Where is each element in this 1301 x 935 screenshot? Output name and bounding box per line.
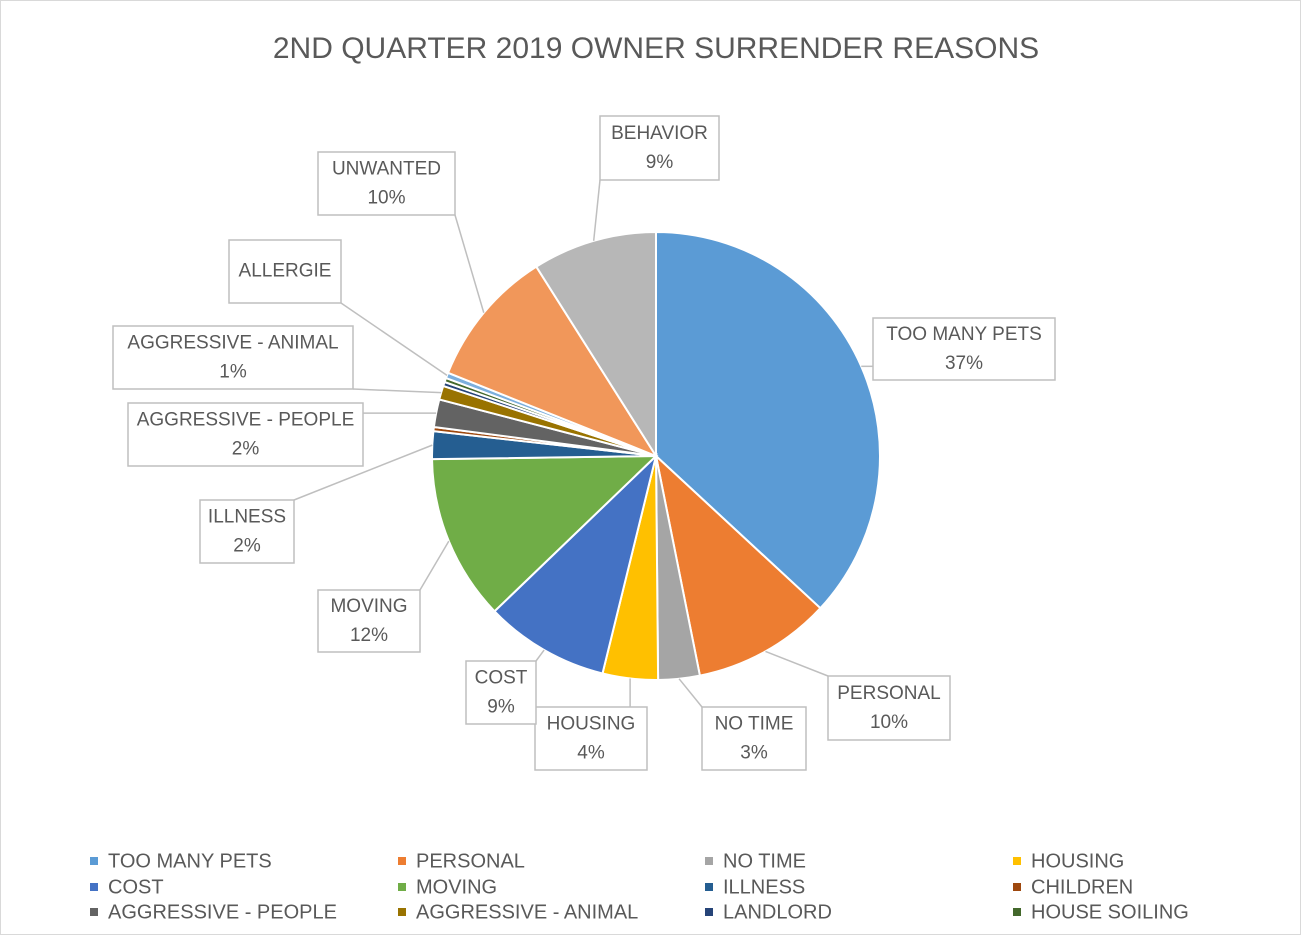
data-label-value: 2% — [233, 536, 261, 557]
data-label-name: AGGRESSIVE - ANIMAL — [127, 333, 338, 354]
legend-label: AGGRESSIVE - ANIMAL — [416, 901, 638, 923]
data-label-value: 10% — [870, 712, 908, 733]
leader-line — [352, 388, 442, 394]
legend-label: ILLNESS — [723, 876, 805, 898]
legend-label: TOO MANY PETS — [108, 850, 272, 872]
leader-line — [293, 444, 433, 501]
legend-swatch — [90, 883, 98, 891]
data-label-name: PERSONAL — [837, 683, 940, 704]
data-label-value: 4% — [577, 743, 605, 764]
leader-line — [419, 540, 450, 591]
legend-swatch — [1013, 883, 1021, 891]
legend-label: HOUSE SOILING — [1031, 901, 1189, 923]
legend-label: LANDLORD — [723, 901, 832, 923]
data-label-box — [127, 402, 364, 467]
legend-swatch — [1013, 908, 1021, 916]
leader-line — [592, 179, 601, 241]
data-label-box — [872, 317, 1056, 381]
legend-swatch — [90, 857, 98, 865]
data-label-box — [317, 589, 421, 653]
legend-swatch — [705, 908, 713, 916]
legend-swatch — [1013, 857, 1021, 865]
data-label-name: HOUSING — [547, 714, 636, 735]
pie-slice — [655, 230, 881, 610]
data-label-value: 37% — [945, 353, 983, 374]
data-label-box — [701, 706, 807, 771]
legend-swatch — [705, 857, 713, 865]
data-label-name: COST — [475, 668, 528, 689]
legend-label: COST — [108, 876, 164, 898]
legend-label: MOVING — [416, 876, 497, 898]
data-label-name: BEHAVIOR — [611, 123, 708, 144]
legend-swatch — [705, 883, 713, 891]
legend-label: HOUSING — [1031, 850, 1124, 872]
chart-title: 2ND QUARTER 2019 OWNER SURRENDER REASONS — [273, 32, 1039, 65]
legend-label: NO TIME — [723, 850, 806, 872]
data-label-box — [317, 151, 456, 216]
data-label-name: ILLNESS — [208, 507, 286, 528]
data-label-name: UNWANTED — [332, 159, 441, 180]
data-label-value: 2% — [232, 439, 260, 460]
leader-line — [678, 678, 703, 708]
data-label-name: ALLERGIE — [239, 261, 332, 282]
leader-line — [454, 214, 485, 313]
data-label-box — [228, 239, 342, 304]
leader-line — [765, 650, 829, 677]
pie-slice — [534, 230, 657, 460]
data-label-name: MOVING — [330, 596, 407, 617]
legend-swatch — [398, 908, 406, 916]
legend-label: AGGRESSIVE - PEOPLE — [108, 901, 337, 923]
data-label-value: 3% — [740, 743, 768, 764]
data-label-box — [199, 499, 295, 564]
data-label-name: AGGRESSIVE - PEOPLE — [137, 410, 355, 431]
data-label-box — [827, 675, 951, 741]
leader-line — [340, 302, 448, 377]
pie-slice — [654, 453, 822, 677]
data-label-value: 12% — [350, 625, 388, 646]
legend-swatch — [90, 908, 98, 916]
pie-slice — [446, 265, 659, 459]
legend-swatch — [398, 857, 406, 865]
data-label-box — [599, 115, 720, 181]
pie-slice — [493, 452, 658, 675]
legend-swatch — [398, 883, 406, 891]
legend-label: CHILDREN — [1031, 876, 1133, 898]
data-label-box — [534, 706, 648, 771]
data-label-value: 10% — [367, 188, 405, 209]
data-label-value: 1% — [219, 362, 247, 383]
leader-line — [535, 649, 545, 662]
legend-label: PERSONAL — [416, 850, 525, 872]
data-label-box — [112, 325, 354, 390]
data-label-name: TOO MANY PETS — [886, 324, 1042, 345]
data-label-box — [465, 660, 537, 725]
data-label-value: 9% — [646, 152, 674, 173]
data-label-value: 9% — [487, 697, 515, 718]
data-label-name: NO TIME — [715, 714, 794, 735]
